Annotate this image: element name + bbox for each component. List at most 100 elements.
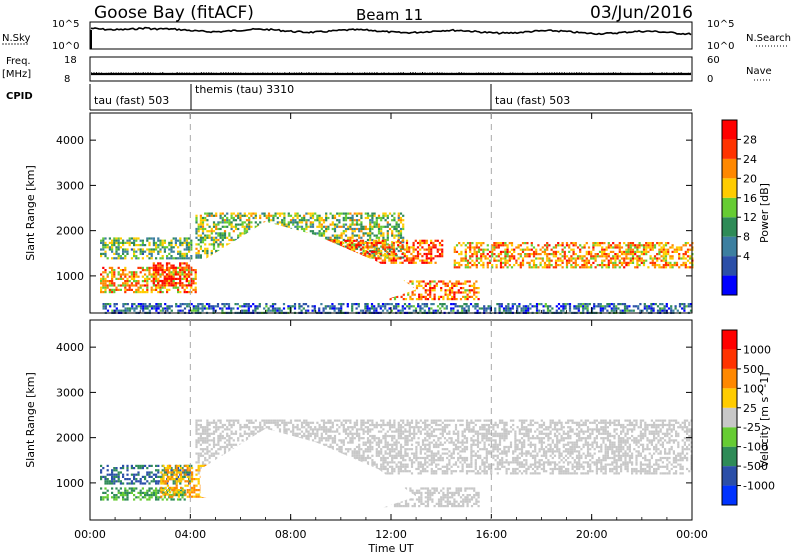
scatter-cell xyxy=(212,445,216,449)
scatter-cell xyxy=(190,277,193,280)
scatter-cell xyxy=(263,419,266,422)
scatter-cell xyxy=(360,423,363,427)
scatter-cell xyxy=(435,284,438,287)
scatter-cell xyxy=(119,255,122,258)
scatter-cell xyxy=(521,242,525,245)
scatter-cell xyxy=(344,437,348,440)
scatter-cell xyxy=(636,255,639,258)
scatter-cell xyxy=(245,223,249,226)
scatter-cell xyxy=(228,223,231,226)
scatter-cell xyxy=(391,232,394,235)
scatter-cell xyxy=(565,244,569,247)
scatter-cell xyxy=(590,253,593,256)
scatter-cell xyxy=(438,248,442,251)
scatter-cell xyxy=(325,225,328,228)
scatter-cell xyxy=(314,432,317,435)
scatter-cell xyxy=(460,259,463,262)
scatter-cell xyxy=(241,221,244,224)
scatter-cell xyxy=(533,305,536,308)
scatter-cell xyxy=(506,246,509,249)
scatter-cell xyxy=(395,234,398,237)
scatter-cell xyxy=(377,214,381,217)
scatter-cell xyxy=(141,241,144,244)
scatter-cell xyxy=(469,248,472,251)
scatter-cell xyxy=(618,261,621,264)
scatter-cell xyxy=(466,293,469,296)
scatter-cell xyxy=(572,248,575,251)
scatter-cell xyxy=(541,266,544,269)
scatter-cell xyxy=(166,266,169,269)
scatter-cell xyxy=(318,307,321,310)
scatter-cell xyxy=(572,253,575,256)
scatter-cell xyxy=(102,286,105,289)
scatter-cell xyxy=(366,305,369,308)
scatter-cell xyxy=(482,250,485,253)
scatter-cell xyxy=(557,242,560,245)
scatter-cell xyxy=(117,255,120,258)
scatter-cell xyxy=(219,307,222,310)
scatter-cell xyxy=(285,428,288,431)
scatter-cell xyxy=(195,421,198,424)
scatter-cell xyxy=(552,255,555,258)
scatter-cell xyxy=(504,242,507,245)
scatter-cell xyxy=(344,432,348,435)
scatter-cell xyxy=(360,236,363,239)
scatter-cell xyxy=(362,454,365,457)
scatter-cell xyxy=(629,259,632,262)
scatter-cell xyxy=(360,223,363,226)
scatter-cell xyxy=(410,305,413,308)
scatter-cell xyxy=(144,305,147,308)
scatter-cell xyxy=(572,244,575,247)
scatter-cell xyxy=(626,307,629,310)
scatter-cell xyxy=(412,259,415,262)
scatter-cell xyxy=(663,307,666,310)
scatter-cell xyxy=(502,307,506,310)
scatter-cell xyxy=(254,428,257,431)
scatter-cell xyxy=(366,250,369,253)
scatter-cell xyxy=(429,289,432,292)
scatter-cell xyxy=(166,255,169,258)
scatter-cell xyxy=(168,241,171,244)
scatter-cell xyxy=(109,303,112,306)
scatter-cell xyxy=(661,303,664,306)
scatter-cell xyxy=(254,221,257,224)
scatter-cell xyxy=(190,303,193,306)
scatter-cell xyxy=(392,255,395,258)
scatter-cell xyxy=(226,225,229,228)
scatter-cell xyxy=(232,307,235,310)
scatter-cell xyxy=(212,305,215,308)
scatter-cell xyxy=(157,273,160,276)
scatter-cell xyxy=(680,246,683,249)
scatter-cell xyxy=(316,441,319,444)
scatter-cell xyxy=(298,307,301,310)
scatter-cell xyxy=(130,237,133,240)
scatter-cell xyxy=(190,271,193,274)
scatter-cell xyxy=(360,448,363,451)
scatter-cell xyxy=(270,219,273,222)
scatter-cell xyxy=(425,261,428,264)
scatter-cell xyxy=(177,266,180,269)
scatter-cell xyxy=(664,257,668,260)
scatter-cell xyxy=(563,253,566,256)
scatter-cell xyxy=(128,307,132,310)
scatter-cell xyxy=(658,250,661,253)
scatter-cell xyxy=(124,255,127,258)
scatter-cell xyxy=(366,227,370,231)
scatter-cell xyxy=(166,307,169,310)
scatter-cell xyxy=(199,303,202,306)
scatter-cell xyxy=(390,261,393,264)
scatter-cell xyxy=(429,291,432,294)
scatter-cell xyxy=(155,241,158,244)
scatter-cell xyxy=(234,443,238,446)
scatter-cell xyxy=(355,445,359,449)
scatter-cell xyxy=(238,305,242,308)
scatter-cell xyxy=(349,227,352,231)
scatter-cell xyxy=(397,241,400,244)
scatter-cell xyxy=(664,266,668,269)
scatter-cell xyxy=(355,212,359,215)
scatter-cell xyxy=(392,244,395,247)
scatter-cell xyxy=(349,212,352,215)
scatter-cell xyxy=(197,432,200,435)
scatter-cell xyxy=(313,307,316,310)
scatter-cell xyxy=(104,269,107,272)
